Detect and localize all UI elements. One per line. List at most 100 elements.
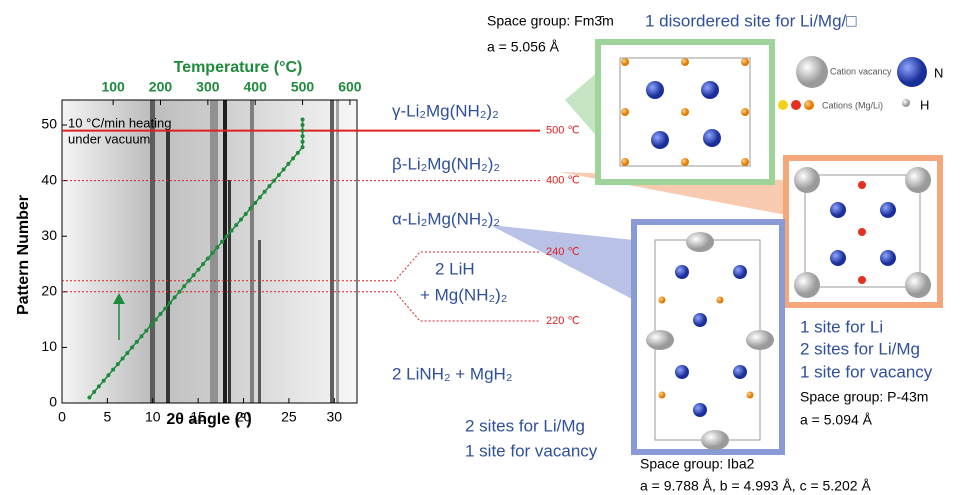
phase-label: + Mg(NH₂)₂: [420, 285, 507, 304]
series-point: [258, 195, 262, 199]
series-point: [301, 134, 305, 138]
phase-label: β-Li₂Mg(NH₂)₂: [392, 154, 500, 173]
legend-label: Cations (Mg/Li): [822, 100, 883, 110]
transition-label: 500 ℃: [546, 124, 580, 136]
space-group: Space group: P-43m: [800, 389, 928, 405]
series-point: [230, 229, 234, 233]
phase-label: α-Li₂Mg(NH₂)₂: [392, 209, 500, 228]
x2-tick-label: 500: [291, 79, 315, 95]
series-point: [106, 373, 110, 377]
y-tick-label: 20: [41, 283, 57, 299]
site-text: 1 site for Li: [800, 317, 883, 336]
transition-label: 240 ℃: [546, 246, 580, 258]
legend-label: Cation vacancy: [830, 66, 892, 76]
y-tick-label: 40: [41, 171, 57, 187]
legend-label: N: [934, 65, 943, 80]
series-point: [97, 384, 101, 388]
series-point: [263, 190, 267, 194]
lattice: a = 5.056 Å: [487, 39, 560, 55]
series-point: [196, 268, 200, 272]
series-point: [144, 329, 148, 333]
series-point: [149, 323, 153, 327]
series-point: [301, 129, 305, 133]
y-tick-label: 50: [41, 116, 57, 132]
x2-tick-label: 600: [338, 79, 362, 95]
x-tick-label: 5: [103, 409, 111, 425]
y-axis-title: Pattern Number: [15, 195, 32, 315]
x-tick-label: 20: [236, 409, 252, 425]
callout-wedge: [490, 225, 634, 300]
transition-label: 220 ℃: [546, 315, 580, 327]
series-point: [211, 251, 215, 255]
site-text: 2 sites for Li/Mg: [465, 416, 585, 435]
figure: Space group: Fm3̄m a = 5.056 Å 1 disorde…: [0, 0, 966, 495]
series-point: [272, 179, 276, 183]
x2-tick-label: 200: [149, 79, 173, 95]
series-point: [130, 345, 134, 349]
lattice: a = 5.094 Å: [800, 412, 873, 428]
series-point: [125, 351, 129, 355]
legend-label: H: [920, 97, 929, 112]
x-tick-label: 30: [327, 409, 343, 425]
series-point: [286, 162, 290, 166]
phase-label: 2 LiNH₂ + MgH₂: [392, 364, 512, 383]
space-group: Space group: Iba2: [640, 456, 755, 472]
series-point: [182, 284, 186, 288]
series-point: [277, 173, 281, 177]
series-point: [121, 357, 125, 361]
series-point: [301, 140, 305, 144]
x-tick-label: 10: [145, 409, 161, 425]
series-point: [177, 290, 181, 294]
series-point: [187, 279, 191, 283]
series-point: [253, 201, 257, 205]
site-text: 2 sites for Li/Mg: [800, 339, 920, 358]
series-point: [163, 306, 167, 310]
space-group: Space group: Fm3̄m: [487, 13, 614, 29]
site-text: 1 disordered site for Li/Mg/□: [645, 11, 857, 30]
series-point: [267, 184, 271, 188]
series-point: [140, 334, 144, 338]
series-point: [215, 245, 219, 249]
series-point: [168, 301, 172, 305]
series-point: [173, 295, 177, 299]
site-text: 1 site for vacancy: [465, 441, 598, 460]
series-point: [301, 123, 305, 127]
phase-label: γ-Li₂Mg(NH₂)₂: [392, 101, 499, 120]
structure-fm3m: [598, 42, 772, 182]
series-point: [301, 117, 305, 121]
series-point: [244, 212, 248, 216]
x2-tick-label: 300: [196, 79, 220, 95]
series-point: [158, 312, 162, 316]
x2-axis-title: Temperature (°C): [174, 59, 303, 76]
site-text: 1 site for vacancy: [800, 362, 933, 381]
series-point: [87, 395, 91, 399]
series-point: [192, 273, 196, 277]
series-point: [291, 156, 295, 160]
phase-label: 2 LiH: [435, 259, 475, 278]
series-point: [239, 218, 243, 222]
series-point: [296, 151, 300, 155]
x2-tick-label: 400: [244, 79, 268, 95]
x-tick-label: 25: [281, 409, 297, 425]
series-point: [154, 318, 158, 322]
annotation: under vacuum: [68, 131, 150, 146]
series-point: [220, 240, 224, 244]
series-point: [206, 256, 210, 260]
series-point: [225, 234, 229, 238]
transition-label: 400 ℃: [546, 175, 580, 187]
x2-tick-label: 100: [101, 79, 125, 95]
series-point: [248, 206, 252, 210]
x-tick-label: 15: [190, 409, 206, 425]
y-tick-label: 10: [41, 338, 57, 354]
lattice: a = 9.788 Å, b = 4.993 Å, c = 5.202 Å: [640, 478, 871, 494]
annotation: 10 °C/min heating: [68, 115, 171, 130]
series-point: [111, 368, 115, 372]
series-point: [282, 167, 286, 171]
series-point: [116, 362, 120, 366]
structure-p43m: [786, 158, 940, 305]
series-point: [234, 223, 238, 227]
y-tick-label: 30: [41, 227, 57, 243]
structure-iba2: [634, 222, 782, 452]
x-tick-label: 0: [58, 409, 66, 425]
series-point: [301, 145, 305, 149]
